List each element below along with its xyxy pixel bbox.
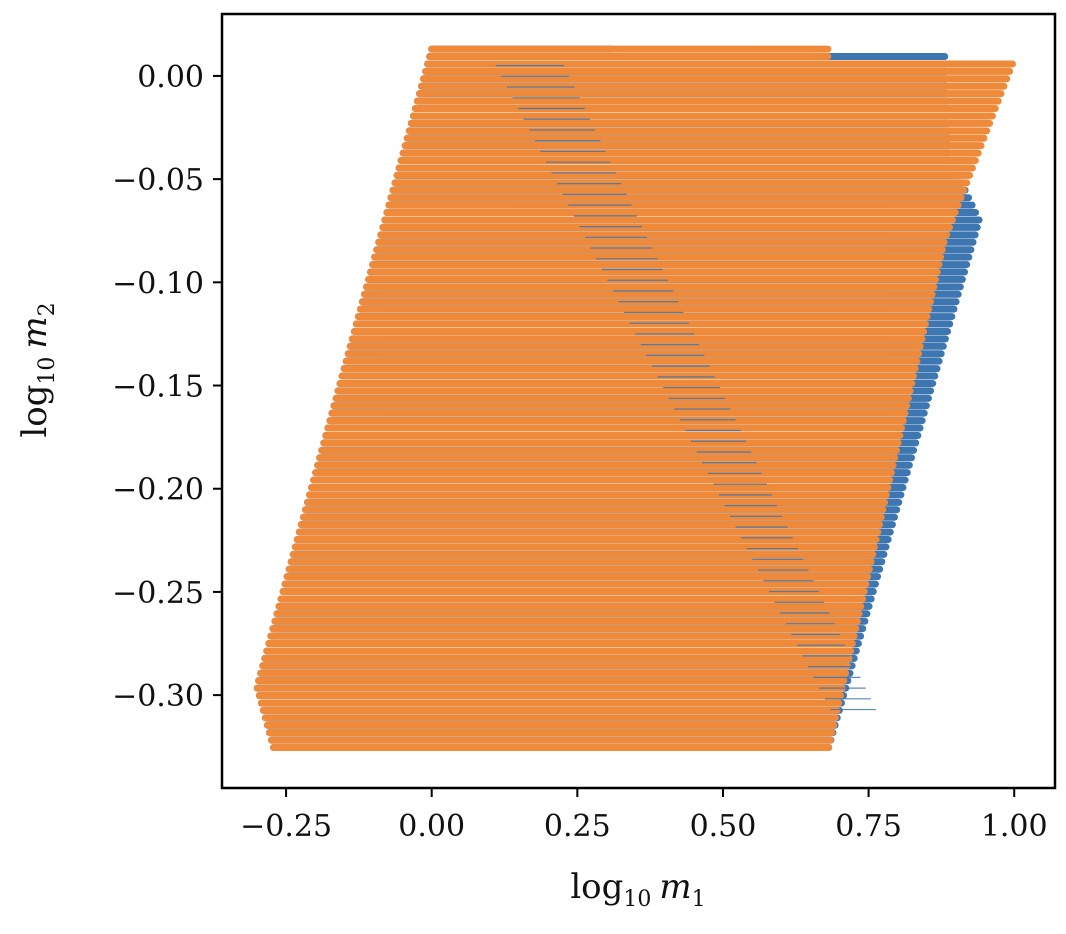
- series-1: [253, 45, 1016, 752]
- plot-area: [253, 45, 1016, 752]
- y-axis-label: log10m2: [15, 302, 60, 437]
- x-tick-label: 0.50: [690, 809, 757, 844]
- y-tick-label: −0.25: [112, 576, 204, 611]
- y-tick-label: −0.10: [112, 266, 204, 301]
- y-tick-label: 0.00: [137, 60, 204, 95]
- x-axis-ticks: −0.25 0.00 0.25 0.50 0.75 1.00: [240, 788, 1048, 844]
- x-tick-label: 1.00: [981, 809, 1048, 844]
- x-axis-label: log10 m1: [570, 867, 705, 912]
- axes-frame: [220, 12, 1057, 790]
- y-tick-label: −0.20: [112, 473, 204, 508]
- series-0-detail: [495, 64, 877, 711]
- y-tick-label: −0.05: [112, 163, 204, 198]
- y-axis-ticks: 0.00 −0.05 −0.10 −0.15 −0.20 −0.25 −0.30: [112, 60, 222, 714]
- x-tick-label: −0.25: [240, 809, 332, 844]
- x-tick-label: 0.00: [398, 809, 465, 844]
- y-tick-label: −0.30: [112, 679, 204, 714]
- y-tick-label: −0.15: [112, 370, 204, 405]
- x-tick-label: 0.25: [544, 809, 611, 844]
- x-tick-label: 0.75: [835, 809, 902, 844]
